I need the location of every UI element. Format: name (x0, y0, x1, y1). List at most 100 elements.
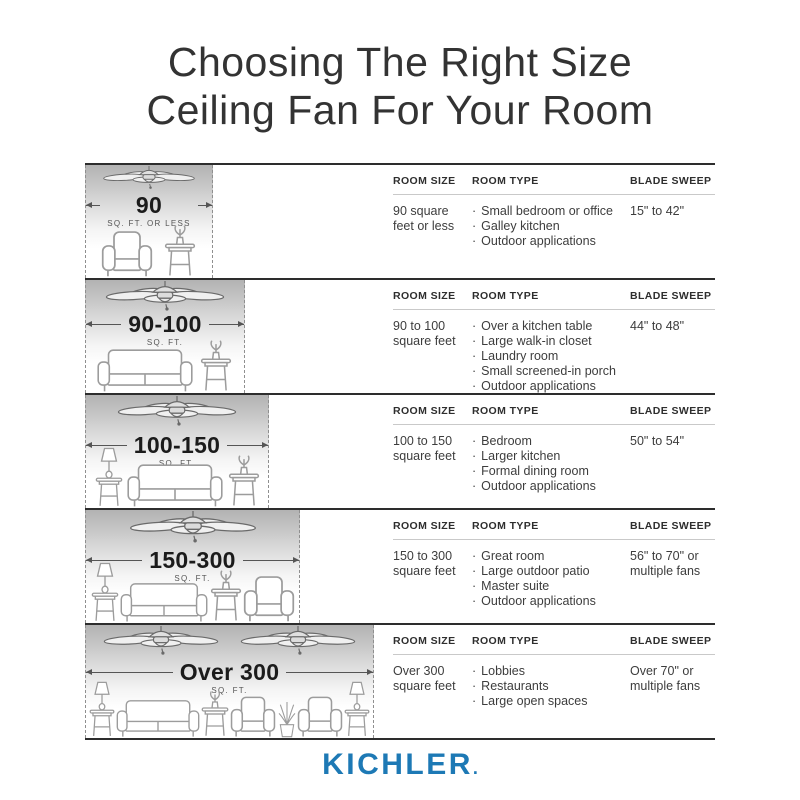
column-header-room-type: ROOM TYPE (472, 635, 539, 647)
row-values: 100 to 150 square feet · Bedroom · Larger k… (393, 425, 715, 494)
ceiling-fan-group (86, 511, 299, 544)
size-label: 90 (135, 192, 163, 218)
row-values: Over 300 square feet · Lobbies · Restaurant… (393, 655, 715, 709)
dimension-line: 90-100 SQ. FT. (86, 312, 244, 347)
ceiling-fan-group (86, 396, 268, 427)
furniture-group (90, 224, 208, 278)
bullet-dot: · (472, 664, 477, 678)
ceiling-fan-group (86, 626, 373, 656)
room-type-item: · Master suite (472, 579, 550, 593)
dimension-line: 150-300 SQ. FT. (86, 548, 299, 583)
sofa-icon (97, 347, 193, 393)
lamp-table-icon (343, 681, 371, 738)
column-header-blade-sweep: BLADE SWEEP (630, 405, 712, 417)
cell-blade-sweep: 50" to 54" (630, 434, 685, 448)
column-header-room-size: ROOM SIZE (393, 290, 456, 302)
bullet-dot: · (472, 449, 477, 463)
armchair-icon (243, 574, 295, 623)
column-header-room-type: ROOM TYPE (472, 175, 539, 187)
column-headers: ROOM SIZE ROOM TYPE BLADE SWEEP (393, 175, 715, 195)
column-header-room-type: ROOM TYPE (472, 405, 539, 417)
cell-room-size: 100 to 150 square feet (393, 434, 456, 463)
logo-mark: . (472, 758, 478, 778)
room-type-list: · Bedroom · Larger kitchen · Formal dining ro… (472, 434, 630, 494)
size-label: 100-150 (133, 432, 221, 458)
dimension-arrow-left (86, 669, 173, 675)
sofa-icon (116, 698, 200, 738)
size-caption: SQ. FT. (158, 459, 196, 468)
bullet-dot: · (472, 204, 477, 218)
cell-blade-sweep: 44" to 48" (630, 319, 685, 333)
armchair-icon (230, 695, 276, 738)
dimension-arrow-right (197, 202, 212, 208)
dimension-arrow-right (227, 442, 268, 448)
title-line-1: Choosing The Right Size (167, 39, 633, 85)
size-dimension-label: 150-300 SQ. FT. (142, 548, 243, 583)
room-illustration: Over 300 SQ. FT. (85, 625, 374, 738)
plant-table-icon (209, 569, 243, 623)
dimension-line: 90 SQ. FT. OR LESS (86, 193, 212, 228)
dimension-line: 100-150 SQ. FT. (86, 433, 268, 468)
sofa-icon (120, 581, 208, 623)
room-type-list: · Lobbies · Restaurants · Large open spaces (472, 664, 630, 709)
column-header-room-type: ROOM TYPE (472, 290, 539, 302)
room-type-item: · Formal dining room (472, 464, 589, 478)
bullet-dot: · (472, 219, 477, 233)
column-headers: ROOM SIZE ROOM TYPE BLADE SWEEP (393, 405, 715, 425)
fan-size-table: 90 SQ. FT. OR LESS ROOM SIZE ROOM TYPE B… (85, 163, 715, 740)
room-type-item: · Laundry room (472, 349, 559, 363)
bullet-dot: · (472, 379, 477, 393)
column-header-room-type: ROOM TYPE (472, 520, 539, 532)
column-headers: ROOM SIZE ROOM TYPE BLADE SWEEP (393, 635, 715, 655)
room-type-item: · Great room (472, 549, 545, 563)
bullet-dot: · (472, 234, 477, 248)
cell-room-size: Over 300 square feet (393, 664, 456, 693)
ceiling-fan-icon (101, 166, 197, 190)
size-dimension-label: Over 300 SQ. FT. (173, 660, 287, 695)
bullet-dot: · (472, 579, 477, 593)
page-title: Choosing The Right Size Ceiling Fan For … (0, 38, 800, 134)
row-columns: ROOM SIZE ROOM TYPE BLADE SWEEP 90 to 10… (393, 290, 715, 394)
dimension-line: Over 300 SQ. FT. (86, 660, 373, 695)
cell-room-size: 150 to 300 square feet (393, 549, 456, 578)
bullet-dot: · (472, 549, 477, 563)
room-illustration: 90-100 SQ. FT. (85, 280, 245, 393)
cell-blade-sweep: 56" to 70" or multiple fans (630, 549, 701, 578)
room-type-item: · Outdoor applications (472, 479, 596, 493)
plant-table-icon (227, 454, 261, 508)
bullet-dot: · (472, 334, 477, 348)
ceiling-fan-icon (237, 626, 359, 656)
column-header-blade-sweep: BLADE SWEEP (630, 290, 712, 302)
room-type-list: · Small bedroom or office · Galley kitchen ·… (472, 204, 630, 249)
title-line-2: Ceiling Fan For Your Room (146, 87, 654, 133)
bullet-dot: · (472, 594, 477, 608)
dimension-arrow-right (208, 321, 244, 327)
room-type-item: · Outdoor applications (472, 234, 596, 248)
column-headers: ROOM SIZE ROOM TYPE BLADE SWEEP (393, 290, 715, 310)
bullet-dot: · (472, 479, 477, 493)
size-dimension-label: 90-100 SQ. FT. (121, 312, 208, 347)
plant-table-icon (199, 339, 233, 393)
room-illustration: 150-300 SQ. FT. (85, 510, 300, 623)
furniture-group (90, 447, 264, 508)
row-columns: ROOM SIZE ROOM TYPE BLADE SWEEP Over 300… (393, 635, 715, 709)
bullet-dot: · (472, 364, 477, 378)
room-type-item: · Restaurants (472, 679, 549, 693)
size-row-over-300: Over 300 SQ. FT. ROOM SIZE ROOM TYPE BLA… (85, 623, 715, 738)
bullet-dot: · (472, 694, 477, 708)
cell-blade-sweep: Over 70" or multiple fans (630, 664, 701, 693)
row-values: 90 to 100 square feet · Over a kitchen ta… (393, 310, 715, 394)
dimension-arrow-right (286, 669, 373, 675)
room-type-item: · Large outdoor patio (472, 564, 590, 578)
room-type-item: · Lobbies (472, 664, 525, 678)
bullet-dot: · (472, 464, 477, 478)
ceiling-fan-icon (100, 626, 222, 656)
dimension-arrow-left (86, 442, 127, 448)
dimension-arrow-left (86, 321, 122, 327)
plant-table-icon (200, 690, 230, 738)
dimension-arrow-left (86, 557, 143, 563)
furniture-group (90, 562, 295, 623)
row-columns: ROOM SIZE ROOM TYPE BLADE SWEEP 100 to 1… (393, 405, 715, 494)
room-type-item: · Bedroom (472, 434, 532, 448)
